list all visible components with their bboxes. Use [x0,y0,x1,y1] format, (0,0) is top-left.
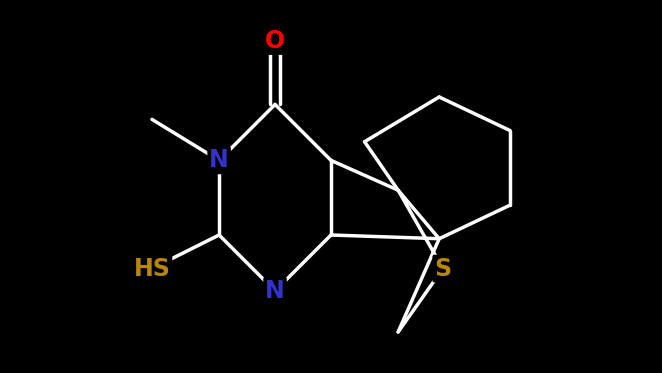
Text: S: S [434,257,451,280]
Text: N: N [209,148,229,172]
Text: O: O [265,29,285,53]
Text: N: N [265,279,285,303]
Text: HS: HS [134,257,170,280]
